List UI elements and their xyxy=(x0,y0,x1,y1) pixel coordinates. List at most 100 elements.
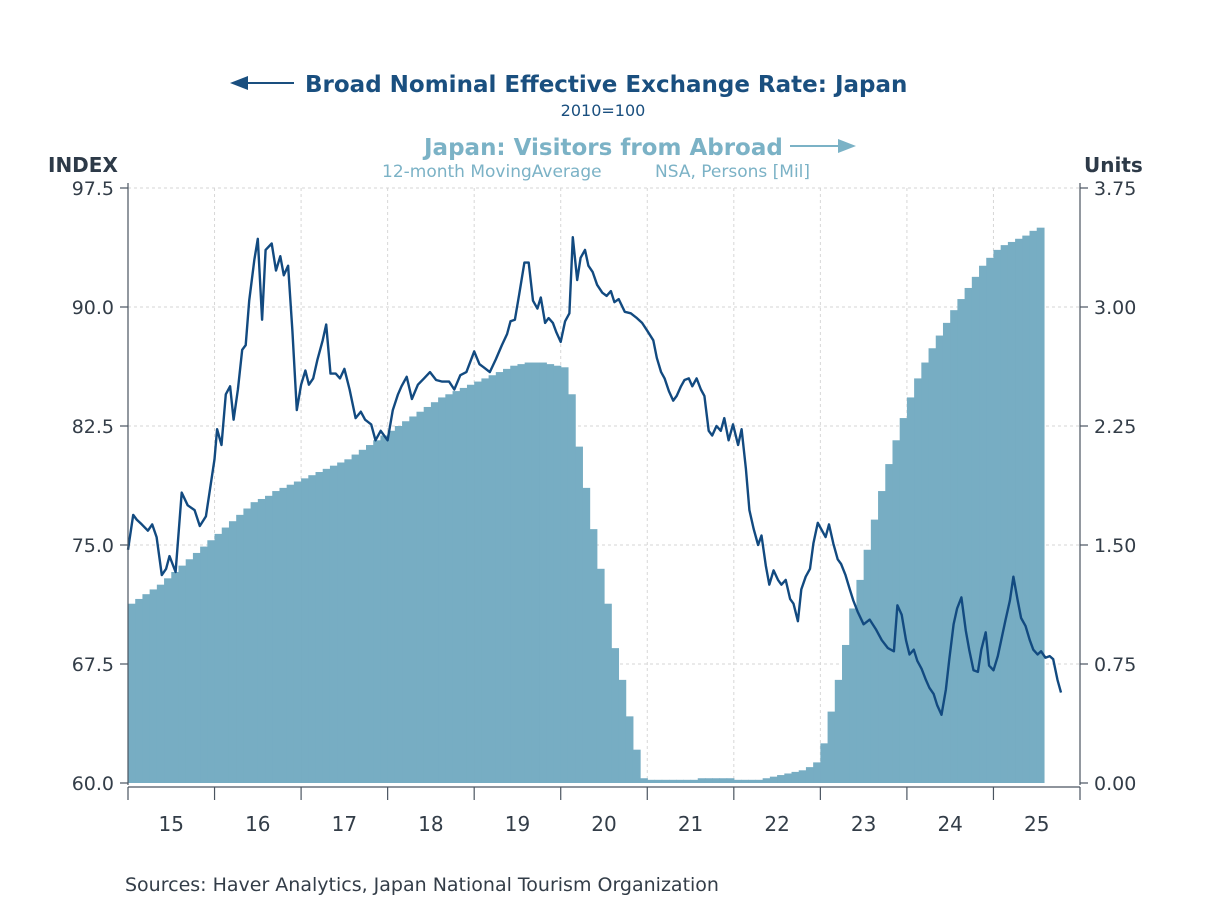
visitors-bar xyxy=(842,644,850,783)
visitors-bar xyxy=(308,475,317,783)
visitors-bar xyxy=(741,779,749,783)
visitors-bar xyxy=(517,364,526,783)
visitors-bar xyxy=(1000,245,1009,783)
visitors-bar xyxy=(531,362,540,783)
visitors-bar xyxy=(769,776,778,783)
x-tick-label: 23 xyxy=(851,812,876,836)
left-tick-label: 75.0 xyxy=(72,535,114,557)
visitors-bar xyxy=(207,540,216,783)
x-tick-label: 18 xyxy=(418,812,443,836)
visitors-bar xyxy=(402,421,410,783)
visitors-bar xyxy=(683,779,692,783)
visitors-bar xyxy=(301,478,309,783)
left-tick-label: 82.5 xyxy=(72,416,114,438)
visitors-bar xyxy=(1022,235,1031,784)
visitors-bar xyxy=(914,378,922,783)
visitors-bars xyxy=(128,227,1045,784)
visitors-bar xyxy=(185,559,194,783)
visitors-bar xyxy=(394,426,403,783)
visitors-bar xyxy=(971,276,980,783)
right-axis-label: Units xyxy=(1084,153,1143,177)
left-arrow-icon xyxy=(230,76,248,90)
visitors-bar xyxy=(712,778,720,783)
legend-left-series: Broad Nominal Effective Exchange Rate: J… xyxy=(230,72,907,120)
visitors-bar xyxy=(697,778,706,783)
visitors-bar xyxy=(142,594,151,783)
visitors-bar xyxy=(445,394,454,783)
visitors-bar xyxy=(366,445,374,783)
visitors-bar xyxy=(827,711,836,783)
x-tick-label: 16 xyxy=(245,812,270,836)
left-tick-label: 60.0 xyxy=(72,773,114,795)
visitors-bar xyxy=(293,481,302,783)
visitors-bar xyxy=(358,449,367,783)
visitors-bar xyxy=(466,384,475,783)
visitors-bar xyxy=(380,435,389,783)
visitors-bar xyxy=(438,397,446,783)
visitors-bar xyxy=(495,372,504,783)
visitors-bar xyxy=(647,779,656,783)
x-tick-label: 15 xyxy=(159,812,184,836)
visitors-bar xyxy=(135,598,144,783)
right-tick-label: 1.50 xyxy=(1094,535,1136,557)
visitors-bar xyxy=(755,779,764,783)
visitors-bar xyxy=(452,391,461,783)
visitors-bar xyxy=(387,430,396,783)
visitors-bar xyxy=(524,362,533,783)
right-series-title: Japan: Visitors from Abroad xyxy=(422,135,783,161)
visitors-bar xyxy=(906,397,915,783)
right-tick-label: 2.25 xyxy=(1094,416,1136,438)
visitors-bar xyxy=(640,778,648,783)
visitors-bar xyxy=(409,416,418,783)
visitors-bar xyxy=(726,778,735,783)
visitors-bar xyxy=(128,603,136,783)
visitors-bar xyxy=(733,779,742,783)
visitors-bar xyxy=(777,775,785,783)
visitors-bar xyxy=(430,402,439,783)
right-arrow-icon xyxy=(838,139,856,153)
visitors-bar xyxy=(351,454,360,783)
visitors-bar xyxy=(921,362,930,783)
right-tick-label: 0.75 xyxy=(1094,654,1136,676)
visitors-bar xyxy=(423,406,432,783)
visitors-bar xyxy=(611,648,620,783)
visitors-bar xyxy=(265,495,273,783)
visitors-bar xyxy=(986,257,995,783)
visitors-bar xyxy=(156,584,165,783)
x-tick-label: 20 xyxy=(591,812,616,836)
visitors-bar xyxy=(344,459,353,783)
visitors-bar xyxy=(863,549,872,783)
x-tick-label: 22 xyxy=(764,812,789,836)
left-tick-label: 67.5 xyxy=(72,654,114,676)
left-series-subtitle: 2010=100 xyxy=(561,101,646,120)
visitors-bar xyxy=(178,565,187,783)
visitors-bar xyxy=(798,770,807,783)
right-tick-label: 0.00 xyxy=(1094,773,1136,795)
visitors-bar xyxy=(510,365,519,783)
visitors-bar xyxy=(748,779,757,783)
visitors-bar xyxy=(762,778,771,783)
visitors-bar xyxy=(539,362,547,783)
left-axis-label: INDEX xyxy=(48,153,118,177)
x-tick-label: 24 xyxy=(937,812,962,836)
visitors-bar xyxy=(337,462,345,783)
legend-right-series: Japan: Visitors from Abroad 12-month Mov… xyxy=(382,135,856,182)
visitors-bar xyxy=(474,381,482,783)
left-tick-label: 97.5 xyxy=(72,178,114,200)
visitors-bar xyxy=(950,310,958,783)
visitors-bar xyxy=(546,364,555,783)
visitors-bar xyxy=(834,679,843,783)
x-tick-label: 17 xyxy=(332,812,357,836)
visitors-bar xyxy=(690,779,699,783)
visitors-bar xyxy=(589,529,598,783)
source-note: Sources: Haver Analytics, Japan National… xyxy=(125,874,719,896)
visitors-bar xyxy=(942,322,951,783)
visitors-bar xyxy=(928,348,937,783)
visitors-bar xyxy=(661,779,670,783)
visitors-bar xyxy=(856,579,865,783)
visitors-bar xyxy=(813,762,821,783)
visitors-bar xyxy=(719,778,728,783)
visitors-bar xyxy=(553,365,562,783)
visitors-bar xyxy=(784,773,793,783)
